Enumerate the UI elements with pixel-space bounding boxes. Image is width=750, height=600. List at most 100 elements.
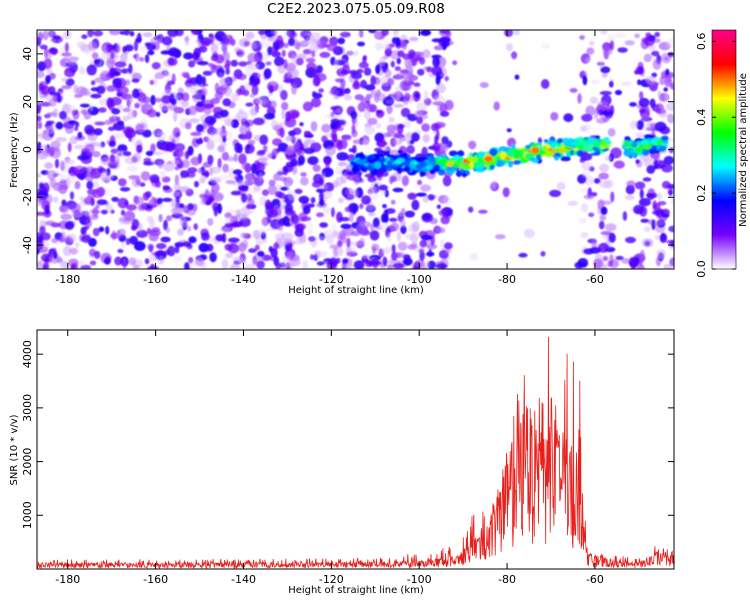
noise-speck bbox=[603, 179, 614, 189]
noise-speck bbox=[607, 260, 613, 267]
noise-speck bbox=[640, 218, 650, 223]
noise-speck bbox=[119, 187, 131, 192]
noise-speck bbox=[154, 72, 165, 80]
x-tick-label: -120 bbox=[319, 573, 344, 586]
noise-speck bbox=[432, 142, 441, 153]
noise-speck bbox=[157, 162, 164, 169]
signal-speck bbox=[432, 164, 441, 172]
noise-speck bbox=[37, 31, 44, 42]
signal-speck bbox=[661, 135, 669, 142]
noise-speck bbox=[335, 164, 344, 175]
noise-speck bbox=[196, 124, 204, 133]
signal-speck bbox=[367, 154, 376, 160]
noise-speck bbox=[600, 206, 608, 215]
noise-speck bbox=[110, 51, 115, 59]
noise-speck bbox=[143, 157, 152, 163]
noise-speck bbox=[213, 206, 218, 217]
noise-speck bbox=[602, 116, 610, 123]
noise-speck bbox=[599, 215, 607, 221]
noise-speck bbox=[40, 253, 52, 263]
noise-speck bbox=[80, 264, 91, 269]
noise-speck bbox=[624, 194, 635, 201]
noise-speck bbox=[274, 233, 286, 240]
noise-speck bbox=[248, 248, 257, 253]
noise-speck bbox=[357, 102, 366, 113]
noise-speck bbox=[506, 128, 512, 133]
noise-speck bbox=[61, 199, 67, 206]
noise-speck bbox=[142, 96, 151, 104]
noise-speck bbox=[203, 170, 210, 178]
noise-speck bbox=[44, 162, 54, 170]
noise-speck bbox=[210, 97, 221, 105]
noise-speck bbox=[158, 255, 165, 265]
noise-speck bbox=[247, 63, 260, 70]
noise-speck bbox=[207, 154, 214, 165]
noise-speck bbox=[593, 178, 601, 184]
noise-speck bbox=[107, 99, 115, 111]
noise-speck bbox=[387, 149, 400, 155]
noise-speck bbox=[181, 71, 190, 78]
noise-speck bbox=[245, 204, 252, 210]
noise-speck bbox=[419, 56, 426, 65]
noise-speck bbox=[190, 131, 202, 137]
noise-speck bbox=[48, 98, 57, 107]
noise-speck bbox=[580, 126, 588, 132]
noise-speck bbox=[246, 143, 251, 150]
noise-speck bbox=[242, 212, 248, 220]
noise-speck bbox=[87, 30, 94, 38]
noise-speck bbox=[556, 182, 566, 191]
noise-speck bbox=[84, 91, 92, 96]
noise-speck bbox=[284, 232, 295, 241]
x-tick-label: -160 bbox=[143, 573, 168, 586]
noise-speck bbox=[66, 173, 76, 184]
x-tick-label: -80 bbox=[498, 573, 516, 586]
noise-speck bbox=[285, 161, 296, 168]
noise-speck bbox=[295, 223, 305, 233]
colorbar-tick-label: 0.2 bbox=[695, 184, 708, 202]
noise-speck bbox=[224, 217, 234, 224]
noise-speck bbox=[362, 55, 367, 61]
signal-speck bbox=[427, 161, 433, 166]
noise-speck bbox=[310, 197, 316, 204]
noise-speck bbox=[306, 62, 317, 71]
noise-speck bbox=[296, 149, 305, 157]
noise-speck bbox=[267, 46, 272, 56]
noise-speck bbox=[294, 188, 303, 194]
noise-speck bbox=[265, 227, 275, 232]
noise-speck bbox=[397, 241, 408, 251]
noise-speck bbox=[513, 30, 520, 36]
noise-speck bbox=[78, 66, 86, 75]
noise-speck bbox=[416, 102, 427, 111]
noise-speck bbox=[393, 103, 405, 108]
noise-speck bbox=[287, 145, 295, 155]
noise-speck bbox=[325, 146, 337, 156]
noise-speck bbox=[126, 204, 137, 211]
noise-speck bbox=[598, 172, 609, 180]
noise-speck bbox=[170, 160, 181, 166]
noise-speck bbox=[225, 180, 236, 185]
noise-speck bbox=[201, 41, 211, 47]
noise-speck bbox=[234, 142, 241, 154]
noise-speck bbox=[180, 100, 190, 108]
noise-speck bbox=[403, 92, 411, 101]
noise-speck bbox=[204, 103, 215, 109]
noise-speck bbox=[417, 179, 422, 186]
noise-speck bbox=[357, 41, 365, 47]
noise-speck bbox=[74, 242, 80, 248]
noise-speck bbox=[247, 139, 255, 146]
noise-speck bbox=[93, 250, 101, 259]
signal-speck bbox=[442, 157, 448, 163]
noise-speck bbox=[122, 151, 132, 157]
noise-speck bbox=[550, 112, 559, 121]
noise-speck bbox=[318, 42, 328, 49]
noise-speck bbox=[415, 259, 425, 268]
noise-speck bbox=[625, 184, 635, 195]
x-tick-label: -180 bbox=[55, 273, 80, 286]
noise-speck bbox=[247, 52, 259, 63]
noise-speck bbox=[404, 210, 415, 218]
noise-speck bbox=[567, 200, 579, 206]
noise-speck bbox=[395, 72, 405, 80]
signal-speck bbox=[457, 150, 465, 157]
noise-speck bbox=[442, 175, 452, 187]
